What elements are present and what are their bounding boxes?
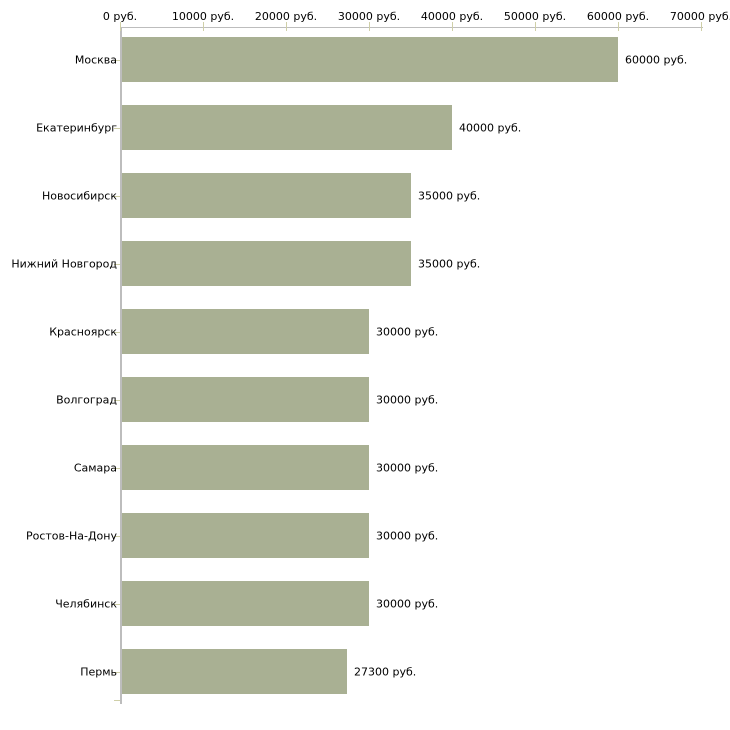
value-label: 60000 руб. [625, 53, 688, 66]
x-axis-tick [286, 22, 287, 31]
bar [122, 241, 411, 286]
bar [122, 309, 369, 354]
value-label: 35000 руб. [418, 257, 481, 270]
category-label: Челябинск [55, 597, 117, 610]
bar [122, 581, 369, 626]
bar [122, 649, 347, 694]
category-label: Красноярск [49, 325, 117, 338]
category-label: Самара [73, 461, 117, 474]
category-tick [114, 604, 120, 605]
x-axis-line [120, 27, 703, 28]
value-label: 30000 руб. [376, 529, 439, 542]
x-axis-tick-label: 20000 руб. [254, 10, 318, 23]
x-axis-tick-label: 0 руб. [102, 10, 138, 23]
category-label: Нижний Новгород [11, 257, 117, 270]
category-tick [114, 672, 120, 673]
x-axis-tick [120, 22, 121, 31]
category-label: Новосибирск [41, 189, 117, 202]
bar [122, 105, 452, 150]
x-axis-tick [203, 22, 204, 31]
x-axis-tick-label: 50000 руб. [503, 10, 567, 23]
x-axis-tick [535, 22, 536, 31]
x-axis-tick [452, 22, 453, 31]
value-label: 30000 руб. [376, 461, 439, 474]
category-label: Волгоград [56, 393, 117, 406]
x-axis-tick [618, 22, 619, 31]
category-tick [114, 60, 120, 61]
category-tick [114, 400, 120, 401]
bar [122, 377, 369, 422]
value-label: 40000 руб. [459, 121, 522, 134]
value-label: 35000 руб. [418, 189, 481, 202]
category-tick [114, 536, 120, 537]
bar [122, 37, 618, 82]
value-label: 30000 руб. [376, 325, 439, 338]
y-axis-line [120, 27, 122, 704]
x-axis-tick-label: 10000 руб. [171, 10, 235, 23]
x-axis-tick-label: 60000 руб. [586, 10, 650, 23]
value-label: 30000 руб. [376, 597, 439, 610]
category-label: Пермь [80, 665, 117, 678]
category-tick [114, 468, 120, 469]
x-axis-tick [369, 22, 370, 31]
category-label: Москва [74, 53, 117, 66]
value-label: 27300 руб. [354, 665, 417, 678]
bar [122, 445, 369, 490]
category-label: Екатеринбург [36, 121, 117, 134]
category-tick [114, 332, 120, 333]
bar [122, 513, 369, 558]
category-tick [114, 128, 120, 129]
x-axis-tick-label: 30000 руб. [337, 10, 401, 23]
category-tick [114, 196, 120, 197]
y-axis-end-tick [114, 700, 120, 701]
x-axis-tick [701, 22, 702, 31]
x-axis-tick-label: 40000 руб. [420, 10, 484, 23]
x-axis-tick-label: 70000 руб. [669, 10, 730, 23]
category-label: Ростов-На-Дону [25, 529, 117, 542]
category-tick [114, 264, 120, 265]
value-label: 30000 руб. [376, 393, 439, 406]
bar [122, 173, 411, 218]
